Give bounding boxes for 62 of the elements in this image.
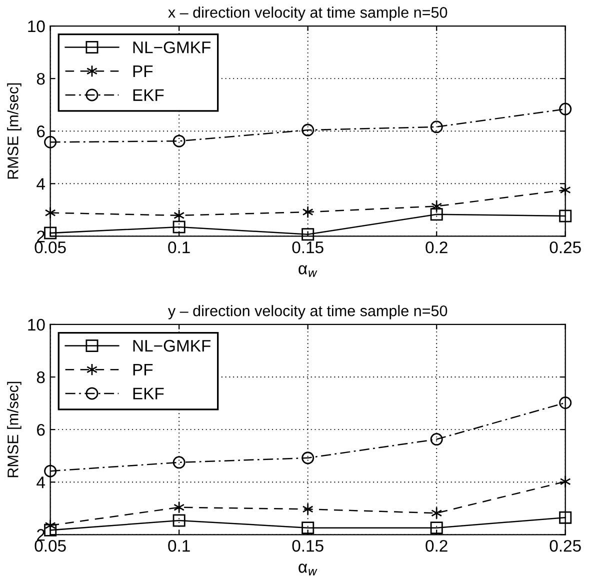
chart-title: x – direction velocity at time sample n=50 [168,6,448,21]
point [559,511,572,524]
point [430,433,443,446]
point [559,396,572,410]
y-tick-label: 6 [37,424,45,436]
y-tick-label: 4 [36,178,45,190]
point [431,506,442,520]
y-tick-label: 2 [37,529,45,541]
y-tick-label: 6 [37,126,45,138]
y-tick-label: 2 [37,230,45,242]
legend-label: EKF [133,388,164,400]
x-tick-label: 0.2 [426,540,448,552]
x-axis-title: α$_{w}$ [298,265,318,277]
legend-label: PF [133,364,153,376]
legend-label: PF [133,65,153,77]
y-axis-title: RMSE [m/sec] [7,83,22,179]
x-tick-label: 0.05 [34,241,66,254]
point [302,502,314,516]
point [559,102,572,116]
point [172,134,186,148]
point [560,475,571,488]
point [44,206,56,220]
point [44,226,57,240]
y-tick-label: 10 [28,318,45,331]
y-tick-label: 10 [28,20,45,32]
point [174,501,185,514]
point [430,208,443,221]
point [172,514,186,527]
y-tick-label: 8 [36,371,45,384]
point [302,206,314,218]
legend-label: EKF [133,89,164,101]
x-tick-label: 0.15 [292,241,324,254]
y-axis-title: RMSE [m/sec] [7,382,22,478]
x-tick-label: 0.25 [550,241,581,254]
x-tick-label: 0.1 [168,540,190,552]
point [302,228,314,241]
y-tick-label: 4 [36,476,45,488]
point [430,522,443,534]
chart-title: y – direction velocity at time sample n=50 [168,305,448,320]
point [302,124,314,136]
point [431,200,442,212]
point [44,519,56,532]
point [302,522,314,534]
point [560,184,571,196]
point [430,120,443,134]
point [44,136,57,148]
y-tick-label: 8 [36,72,45,85]
x-tick-label: 0.15 [292,540,324,552]
x-axis-title: α$_{w}$ [298,564,318,576]
point [559,210,572,222]
legend-label: NL−GMKF [133,41,210,54]
point [172,220,186,234]
x-tick-label: 0.25 [550,540,581,552]
point [44,464,57,478]
x-tick-label: 0.05 [34,540,66,552]
point [44,524,57,536]
point [174,209,185,222]
x-tick-label: 0.2 [426,241,448,254]
legend-label: NL−GMKF [133,340,210,352]
x-tick-label: 0.1 [168,241,190,254]
point [172,456,186,469]
point [302,452,314,464]
